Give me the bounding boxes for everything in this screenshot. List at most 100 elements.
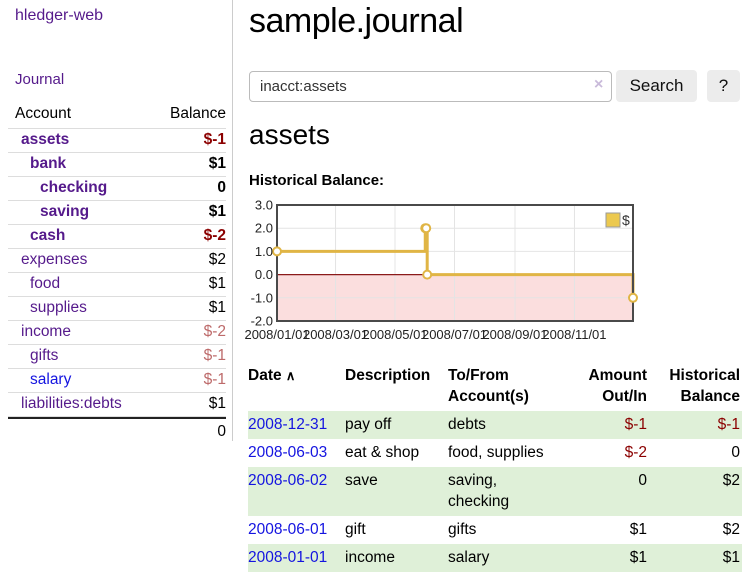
register-amount: $-2 [624, 444, 647, 461]
data-point-marker [272, 246, 282, 257]
register-date-cell: 2008-06-03 [248, 439, 345, 467]
date-header-label: Date [248, 367, 282, 384]
table-row: 2008-12-31 pay off debts $-1 $-1 [248, 411, 742, 439]
account-table-header: Account Balance [8, 102, 226, 129]
register-date-cell: 2008-12-31 [248, 411, 345, 439]
column-header-balance: Historical Balance [669, 367, 740, 405]
register-description: pay off [345, 416, 392, 433]
register-table: Date ∧ Description To/From Account(s) Am… [248, 362, 742, 572]
register-date-cell: 2008-06-02 [248, 467, 345, 516]
data-point-marker [421, 223, 432, 234]
account-page-title: assets [249, 119, 330, 150]
sidebar-account-link[interactable]: income [21, 323, 71, 340]
register-date-cell: 2008-01-01 [248, 544, 345, 572]
accounts-total-row: 0 [8, 417, 226, 445]
sidebar-account-balance: $-1 [203, 371, 226, 388]
sort-ascending-icon: ∧ [285, 368, 296, 383]
register-balance: $1 [722, 549, 740, 566]
y-axis-tick-label: 1.0 [255, 244, 273, 259]
register-amount: $1 [629, 549, 647, 566]
x-axis-tick-label: 2008/07/01 [422, 327, 487, 342]
y-axis-tick-label: 2.0 [255, 221, 273, 236]
page-title: sample.journal [249, 2, 464, 40]
sidebar: hledger-web Journal Account Balance asse… [0, 0, 233, 441]
sidebar-account-link[interactable]: checking [40, 179, 108, 196]
sidebar-account-balance: $1 [208, 395, 226, 412]
register-amount: $1 [629, 521, 647, 538]
sidebar-account-row: expenses $2 [8, 249, 226, 273]
column-header-amount: Amount Out/In [588, 367, 647, 405]
help-button[interactable]: ? [707, 70, 740, 102]
sidebar-account-link[interactable]: saving [40, 203, 90, 220]
column-header-description: Description [345, 367, 431, 384]
sidebar-account-balance: $1 [208, 275, 226, 292]
register-accounts: salary [448, 549, 490, 566]
sidebar-account-row: bank $1 [8, 153, 226, 177]
sidebar-account-balance: $1 [208, 203, 226, 220]
sidebar-account-link[interactable]: liabilities:debts [21, 395, 122, 412]
search-button[interactable]: Search [616, 70, 697, 102]
register-description: income [345, 549, 395, 566]
sidebar-account-link[interactable]: bank [30, 155, 67, 172]
sidebar-account-link[interactable]: assets [21, 131, 70, 148]
clear-search-icon[interactable]: × [594, 76, 604, 93]
register-balance: 0 [731, 444, 740, 461]
column-header-date: Date ∧ [248, 362, 345, 411]
register-description: gift [345, 521, 366, 538]
y-axis-tick-label: 0.0 [255, 267, 273, 282]
x-axis-tick-label: 2008/09/01 [482, 327, 547, 342]
table-row: 2008-01-01 income salary $1 $1 [248, 544, 742, 572]
table-row: 2008-06-02 save saving, checking 0 $2 [248, 467, 742, 516]
register-date-link[interactable]: 2008-06-03 [248, 444, 328, 461]
sidebar-account-row: food $1 [8, 273, 226, 297]
register-accounts: gifts [448, 521, 477, 538]
data-point-marker [628, 292, 638, 303]
register-accounts: food, supplies [448, 444, 544, 461]
sidebar-account-balance: $-1 [203, 131, 226, 148]
sidebar-account-row: assets $-1 [8, 129, 226, 153]
sidebar-account-link[interactable]: cash [30, 227, 66, 244]
register-accounts: saving, checking [448, 472, 510, 510]
legend-swatch [605, 212, 621, 228]
y-axis-tick-label: 3.0 [255, 198, 273, 213]
sidebar-item-journal[interactable]: Journal [15, 71, 65, 88]
x-axis-tick-label: 2008/03/01 [303, 327, 368, 342]
register-date-link[interactable]: 2008-06-01 [248, 521, 328, 538]
balance-column-header: Balance [169, 105, 226, 122]
balance-chart: $3.0 2.0 1.0 0.0 -1.0 -2.0 2008/01/01 2008/03/0… [244, 198, 742, 354]
plot-border [276, 204, 634, 322]
sidebar-account-link[interactable]: food [30, 275, 61, 292]
y-axis-tick-label: -2.0 [251, 314, 273, 329]
sidebar-account-link[interactable]: salary [30, 371, 72, 388]
sidebar-account-balance: 0 [217, 179, 226, 196]
x-axis-tick-label: 2008/05/01 [362, 327, 427, 342]
register-date-link[interactable]: 2008-12-31 [248, 416, 328, 433]
sidebar-account-row: supplies $1 [8, 297, 226, 321]
app-title-link[interactable]: hledger-web [15, 7, 104, 24]
register-header-row: Date ∧ Description To/From Account(s) Am… [248, 362, 742, 411]
register-date-link[interactable]: 2008-01-01 [248, 549, 328, 566]
sidebar-account-link[interactable]: supplies [30, 299, 87, 316]
account-balance-table: Account Balance assets $-1 bank $1 checking 0… [8, 102, 226, 445]
x-axis-tick-label: 2008/11/01 [542, 327, 606, 342]
sidebar-account-link[interactable]: expenses [21, 251, 88, 268]
accounts-total-value: 0 [217, 423, 226, 440]
sidebar-account-balance: $-2 [203, 323, 226, 340]
sidebar-account-row: salary $-1 [8, 369, 226, 393]
register-amount: $-1 [624, 416, 647, 433]
sidebar-account-balance: $-2 [203, 227, 226, 244]
chart-section-label: Historical Balance: [249, 172, 385, 189]
sidebar-account-link[interactable]: gifts [30, 347, 59, 364]
register-date-link[interactable]: 2008-06-02 [248, 472, 328, 489]
search-input[interactable] [249, 71, 612, 102]
sidebar-account-balance: $1 [208, 155, 226, 172]
sidebar-account-row: saving $1 [8, 201, 226, 225]
register-date-cell: 2008-06-01 [248, 516, 345, 544]
sidebar-account-balance: $2 [208, 251, 226, 268]
data-point-marker [422, 269, 433, 280]
x-axis-tick-label: 2008/01/01 [244, 327, 309, 342]
sidebar-account-row: liabilities:debts $1 [8, 393, 226, 417]
sidebar-account-row: cash $-2 [8, 225, 226, 249]
table-row: 2008-06-01 gift gifts $1 $2 [248, 516, 742, 544]
legend-label: $ [622, 212, 630, 228]
